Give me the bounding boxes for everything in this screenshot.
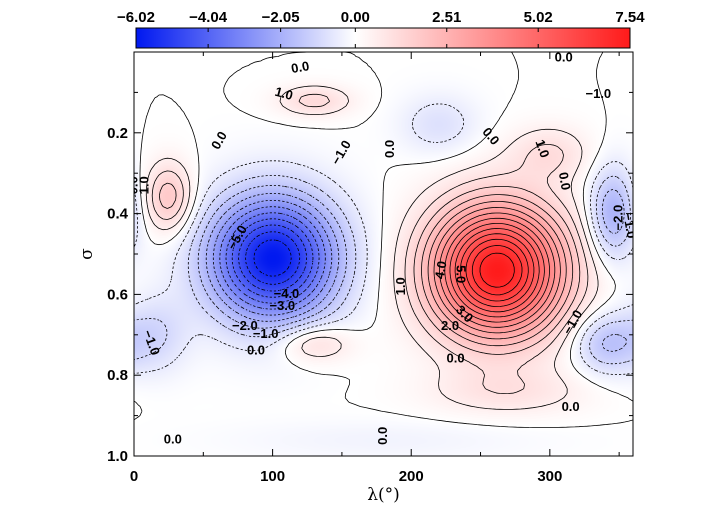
y-axis: 0.2 0.4 0.6 0.8 1.0	[107, 91, 633, 465]
contour-negative	[205, 193, 340, 322]
contour-label: 0.0	[562, 399, 580, 414]
contour-label: 0.0	[125, 176, 140, 194]
contour-positive	[159, 182, 581, 355]
contour-positive	[151, 93, 589, 394]
contour-label: 2.0	[441, 318, 459, 333]
contour-label: −2.0	[611, 205, 626, 231]
contour-negative	[225, 212, 320, 304]
contour-label: 0.0	[247, 342, 265, 357]
contour-label: −2.0	[232, 318, 258, 333]
contour-negative	[231, 218, 314, 298]
x-tick-label: 300	[537, 468, 562, 485]
colorbar-tick-label: 7.54	[615, 9, 645, 26]
contour-label: −1.0	[253, 326, 279, 341]
x-axis-label: λ(°)	[367, 485, 400, 505]
contour-positive	[433, 207, 561, 334]
contour-positive	[427, 201, 567, 340]
contour-label: 0.0	[447, 350, 465, 365]
x-axis: 0 100 200 300	[130, 52, 620, 485]
y-tick-label: 0.4	[107, 206, 129, 223]
contour-negative	[197, 185, 627, 352]
y-tick-label: 0.2	[107, 125, 128, 142]
y-tick-label: 0.6	[107, 286, 128, 303]
contour-label: −1.0	[586, 86, 612, 101]
contour-positive	[444, 217, 550, 323]
contour-negative	[219, 206, 326, 310]
colorbar-tick-label: 5.02	[524, 9, 553, 26]
contour-label: 0.0	[382, 140, 397, 158]
contour-label: −3.0	[269, 298, 295, 313]
contour-negative	[238, 224, 307, 292]
contour-positive	[460, 233, 535, 307]
contour-positive	[465, 238, 529, 302]
contour-label: 1.0	[273, 84, 294, 103]
contour-negative	[253, 239, 292, 277]
contour-positive	[454, 228, 540, 313]
contour-label: 0.0	[556, 171, 574, 191]
contour-labels: 0.00.01.0 −1.00.0 −1.0 0.00.01.00.00.01.0−2…	[125, 49, 633, 446]
contour-label: 0.0	[164, 431, 182, 446]
contour-negative	[212, 200, 333, 316]
contour-negative	[245, 231, 301, 285]
colorbar-tick-label: −6.02	[117, 9, 155, 26]
colorbar-tick-label: 0.00	[341, 9, 370, 26]
heatmap-raster	[134, 52, 633, 456]
colorbar-ticks: −6.02 −4.04 −2.05 0.00 2.51 5.02 7.54	[117, 9, 645, 48]
plot-area: 0.00.01.0 −1.00.0 −1.0 0.00.01.00.00.01.0−2…	[107, 49, 634, 485]
y-tick-label: 0.8	[107, 367, 128, 384]
colorbar: −6.02 −4.04 −2.05 0.00 2.51 5.02 7.54	[117, 9, 645, 49]
contour-negative	[134, 103, 633, 375]
contour-label: 0.0	[290, 58, 310, 76]
contour-positive	[421, 194, 574, 347]
contour-positive	[479, 252, 515, 288]
contour-positive	[145, 85, 599, 410]
contour-label: 1.0	[393, 277, 408, 295]
contour-label: 0.0	[555, 49, 573, 64]
contour-label: 5.0	[453, 265, 468, 283]
colorbar-gradient	[135, 27, 631, 49]
contour-positive	[439, 212, 556, 328]
x-tick-label: 200	[399, 468, 424, 485]
contour-positive	[134, 52, 633, 428]
contour-lines	[134, 52, 633, 428]
colorbar-tick-label: −4.04	[189, 9, 228, 26]
contour-label: 1.0	[137, 176, 152, 194]
contour-label: 1.0	[532, 138, 552, 160]
x-tick-label: 0	[130, 468, 138, 485]
contour-label: 0.0	[375, 427, 390, 445]
contour-label: −4.0	[274, 286, 300, 301]
contour-negative	[134, 175, 633, 365]
colorbar-tick-label: −2.05	[262, 9, 300, 26]
contour-positive	[449, 223, 545, 318]
colorbar-tick-label: 2.51	[432, 9, 461, 26]
contour-positive	[471, 245, 523, 296]
contour-label: 4.0	[432, 260, 450, 280]
y-axis-label: σ	[77, 248, 97, 260]
y-tick-label: 1.0	[107, 448, 128, 465]
x-tick-label: 100	[260, 468, 285, 485]
